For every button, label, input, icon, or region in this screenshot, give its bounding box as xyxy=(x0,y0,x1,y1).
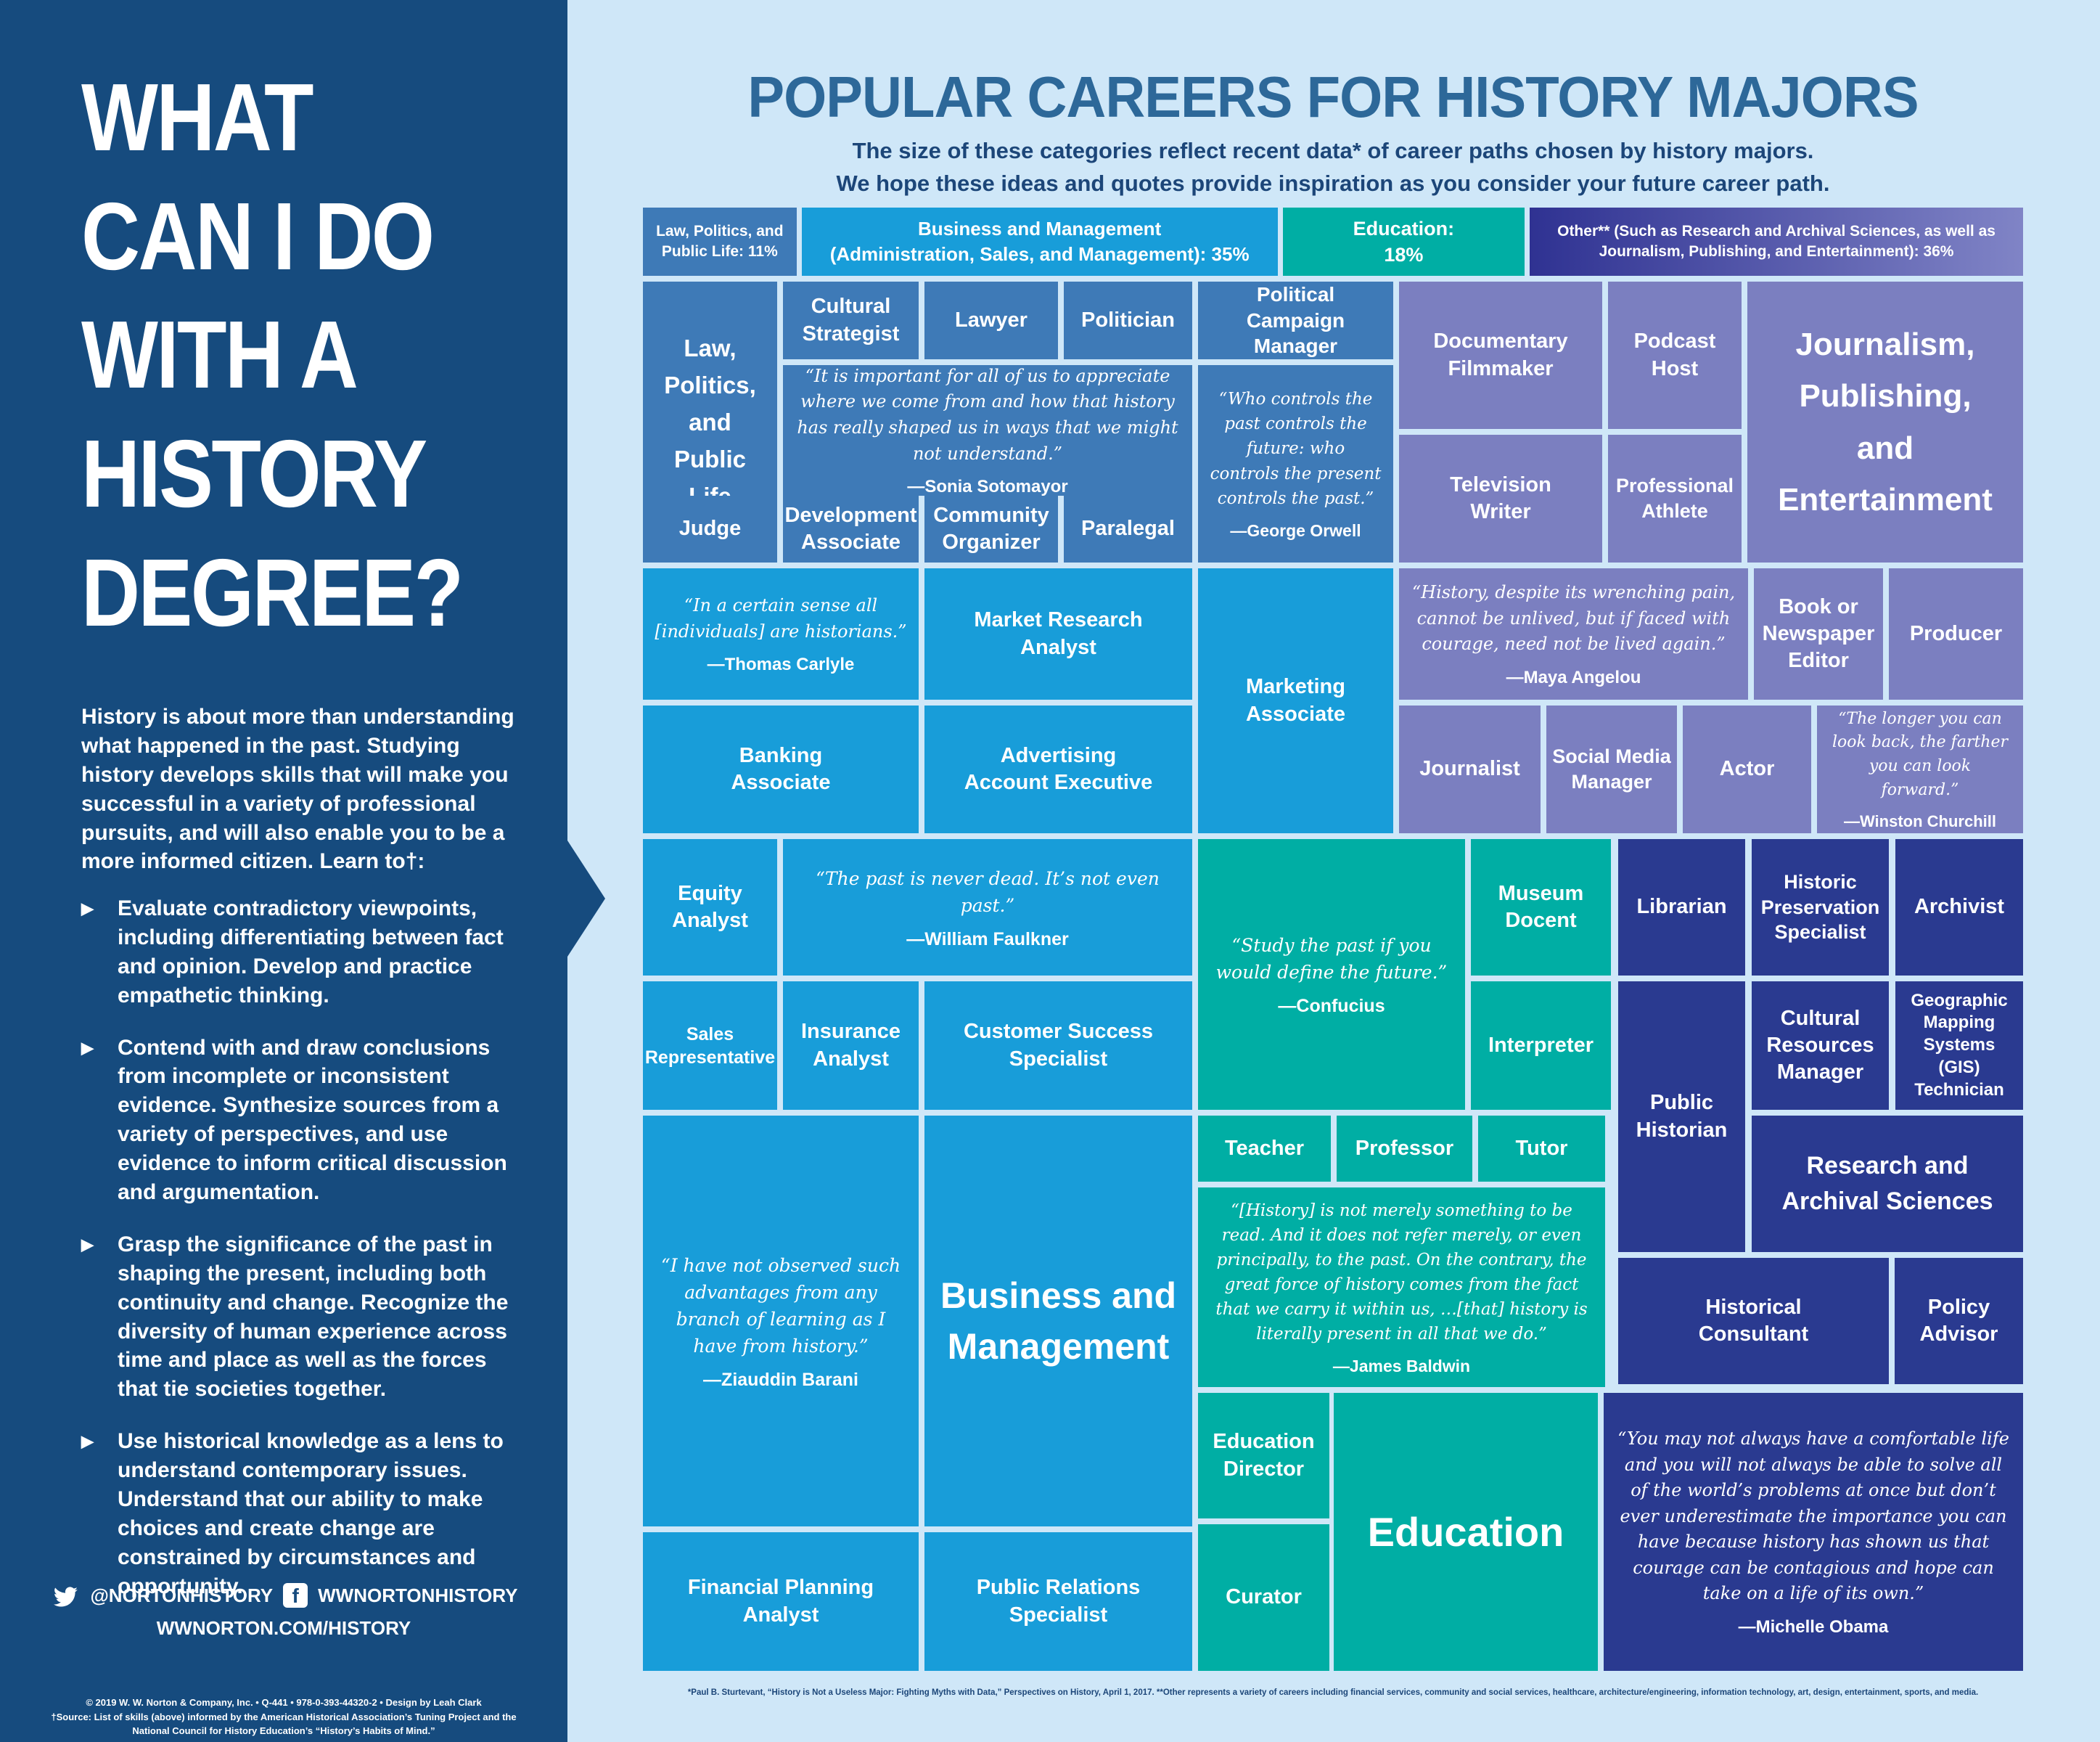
colophon: © 2019 W. W. Norton & Company, Inc. • Q-… xyxy=(44,1696,523,1738)
skills-list: ▶ Evaluate contradictory viewpoints, inc… xyxy=(81,894,524,1624)
political-campaign-manager: Political Campaign Manager xyxy=(1198,282,1393,359)
equity-analyst: Equity Analyst xyxy=(643,839,777,976)
television-writer: Television Writer xyxy=(1399,435,1602,563)
journalist: Journalist xyxy=(1399,706,1541,833)
librarian: Librarian xyxy=(1618,839,1745,976)
interpreter: Interpreter xyxy=(1471,981,1611,1110)
main-content: POPULAR CAREERS FOR HISTORY MAJORS The s… xyxy=(643,0,2023,1742)
website-url: WWNORTON.COM/HISTORY xyxy=(156,1617,411,1639)
twitter-icon xyxy=(49,1582,80,1608)
legend-segment-law: Law, Politics, and Public Life: 11% xyxy=(643,208,797,276)
sidebar-intro: History is about more than understanding… xyxy=(81,705,514,874)
twitter-handle: @NORTONHISTORY xyxy=(90,1584,274,1606)
paralegal: Paralegal xyxy=(1064,496,1192,563)
professional-athlete: Professional Athlete xyxy=(1608,435,1742,563)
obama-quote: “You may not always have a comfortable l… xyxy=(1604,1393,2023,1671)
financial-planning-analyst: Financial Planning Analyst xyxy=(643,1532,919,1671)
skill-item: ▶ Contend with and draw conclusions from… xyxy=(81,1034,524,1207)
social-media-manager: Social Media Manager xyxy=(1546,706,1677,833)
skill-item: ▶ Use historical knowledge as a lens to … xyxy=(81,1427,524,1600)
journalism-publishing-entertainment-title: Journalism, Publishing, and Entertainmen… xyxy=(1747,282,2023,563)
skill-item: ▶ Grasp the significance of the past in … xyxy=(81,1230,524,1404)
curator: Curator xyxy=(1198,1524,1329,1671)
churchill-quote: “The longer you can look back, the farth… xyxy=(1817,706,2023,833)
poster-question-title: WHAT CAN I DO WITH A HISTORY DEGREE? xyxy=(81,64,464,646)
bullet-arrow-icon: ▶ xyxy=(81,899,94,917)
customer-success-specialist: Customer Success Specialist xyxy=(924,981,1192,1110)
tutor: Tutor xyxy=(1478,1116,1605,1182)
advertising-account-executive: Advertising Account Executive xyxy=(924,706,1192,833)
skill-text: Use historical knowledge as a lens to un… xyxy=(118,1429,504,1598)
legend-segment-other: Other** (Such as Research and Archival S… xyxy=(1530,208,2023,276)
judge: Judge xyxy=(643,496,777,563)
bullet-arrow-icon: ▶ xyxy=(81,1432,94,1451)
skill-text: Contend with and draw conclusions from i… xyxy=(118,1035,507,1205)
education-title: Education xyxy=(1334,1393,1598,1671)
public-historian: Public Historian xyxy=(1618,981,1745,1252)
orwell-quote: “Who controls the past controls the futu… xyxy=(1198,365,1393,563)
skill-text: Evaluate contradictory viewpoints, inclu… xyxy=(118,896,504,1007)
historical-consultant: Historical Consultant xyxy=(1618,1258,1889,1384)
faulkner-quote: “The past is never dead. It’s not even p… xyxy=(783,839,1192,976)
careers-treemap: Law, Politics, and Public LifeCultural S… xyxy=(643,282,2023,1671)
banking-associate: Banking Associate xyxy=(643,706,919,833)
podcast-host: Podcast Host xyxy=(1608,282,1742,429)
producer: Producer xyxy=(1889,568,2023,700)
bullet-arrow-icon: ▶ xyxy=(81,1038,94,1057)
lawyer: Lawyer xyxy=(924,282,1058,359)
politician: Politician xyxy=(1064,282,1192,359)
sotomayor-quote: “It is important for all of us to apprec… xyxy=(783,365,1192,496)
professor: Professor xyxy=(1337,1116,1472,1182)
facebook-icon: f xyxy=(283,1583,308,1608)
market-research-analyst: Market Research Analyst xyxy=(924,568,1192,700)
facebook-handle: WWNORTONHISTORY xyxy=(318,1584,518,1606)
museum-docent: Museum Docent xyxy=(1471,839,1611,976)
skill-text: Grasp the significance of the past in sh… xyxy=(118,1232,509,1402)
barani-quote: “I have not observed such advantages fro… xyxy=(643,1116,919,1526)
education-director: Education Director xyxy=(1198,1393,1329,1518)
policy-advisor: Policy Advisor xyxy=(1895,1258,2023,1384)
sidebar: WHAT CAN I DO WITH A HISTORY DEGREE? His… xyxy=(0,0,605,1742)
confucius-quote: “Study the past if you would define the … xyxy=(1198,839,1465,1110)
carlyle-quote: “In a certain sense all [individuals] ar… xyxy=(643,568,919,700)
category-legend: Law, Politics, and Public Life: 11% Busin… xyxy=(643,208,2023,276)
legend-segment-education: Education: 18% xyxy=(1282,208,1525,276)
book-newspaper-editor: Book or Newspaper Editor xyxy=(1754,568,1883,700)
copyright-line: © 2019 W. W. Norton & Company, Inc. • Q-… xyxy=(86,1697,482,1708)
gis-technician: Geographic Mapping Systems (GIS) Technic… xyxy=(1895,981,2023,1110)
cultural-strategist: Cultural Strategist xyxy=(783,282,919,359)
development-associate: Development Associate xyxy=(783,496,919,563)
public-relations-specialist: Public Relations Specialist xyxy=(924,1532,1192,1671)
cultural-resources-manager: Cultural Resources Manager xyxy=(1752,981,1889,1110)
legend-segment-business: Business and Management (Administration,… xyxy=(801,208,1278,276)
baldwin-quote: “[History] is not merely something to be… xyxy=(1198,1187,1605,1387)
page-title: POPULAR CAREERS FOR HISTORY MAJORS xyxy=(747,65,1919,129)
marketing-associate: Marketing Associate xyxy=(1198,568,1393,833)
business-management-title: Business and Management xyxy=(924,1116,1192,1526)
page-subtitle: The size of these categories reflect rec… xyxy=(836,138,1830,196)
teacher: Teacher xyxy=(1198,1116,1331,1182)
bullet-arrow-icon: ▶ xyxy=(81,1235,94,1254)
archivist: Archivist xyxy=(1895,839,2023,976)
community-organizer: Community Organizer xyxy=(924,496,1058,563)
source-note: †Source: List of skills (above) informed… xyxy=(51,1711,517,1737)
actor: Actor xyxy=(1683,706,1811,833)
social-block: @NORTONHISTORY f WWNORTONHISTORY WWNORTO… xyxy=(0,1582,567,1640)
sales-representative: Sales Representative xyxy=(643,981,777,1110)
historic-preservation-specialist: Historic Preservation Specialist xyxy=(1752,839,1889,976)
insurance-analyst: Insurance Analyst xyxy=(783,981,919,1110)
angelou-quote: “History, despite its wrenching pain, ca… xyxy=(1399,568,1748,700)
documentary-filmmaker: Documentary Filmmaker xyxy=(1399,282,1602,429)
sidebar-arrow-notch xyxy=(567,841,605,957)
social-row: @NORTONHISTORY f WWNORTONHISTORY xyxy=(0,1582,567,1608)
footnote: *Paul B. Sturtevant, “History is Not a U… xyxy=(687,1688,1979,1697)
research-archival-sciences-title: Research and Archival Sciences xyxy=(1752,1116,2023,1252)
skill-item: ▶ Evaluate contradictory viewpoints, inc… xyxy=(81,894,524,1010)
